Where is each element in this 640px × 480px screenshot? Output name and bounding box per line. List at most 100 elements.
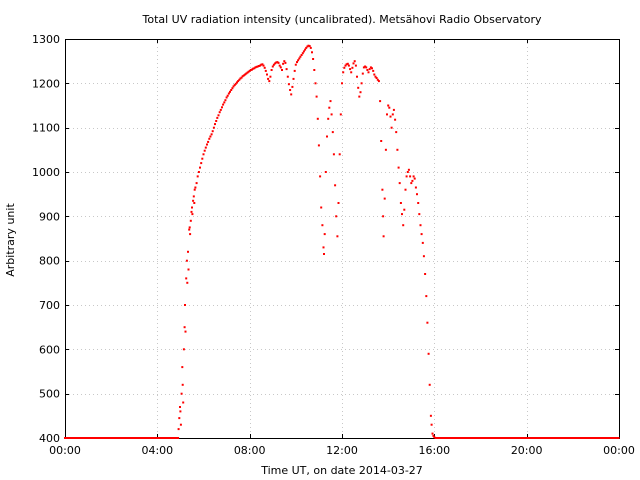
data-point (388, 106, 391, 109)
x-axis-label: Time UT, on date 2014-03-27 (260, 464, 423, 477)
data-point (297, 59, 300, 62)
data-point (212, 126, 215, 129)
data-point (202, 153, 205, 156)
data-point (354, 64, 357, 67)
data-point (617, 437, 620, 439)
x-tick-label: 00:00 (49, 444, 81, 457)
data-point (199, 166, 201, 169)
data-point (208, 137, 211, 140)
data-point (187, 268, 190, 271)
data-point (263, 66, 266, 69)
data-point (349, 68, 352, 71)
data-point (382, 235, 385, 238)
data-point (360, 82, 363, 85)
data-point (249, 69, 252, 71)
data-point (293, 69, 296, 72)
data-point (221, 106, 223, 109)
data-point (434, 437, 437, 439)
data-point (321, 224, 324, 227)
data-point (189, 233, 192, 236)
data-point (210, 133, 213, 136)
data-point (246, 71, 249, 74)
data-point (291, 85, 294, 88)
data-point (188, 226, 191, 229)
data-point (327, 117, 330, 120)
data-point (227, 92, 230, 95)
data-point (262, 64, 265, 67)
data-point (397, 166, 400, 169)
y-tick-label: 600 (39, 343, 60, 356)
data-point (285, 68, 288, 71)
data-point (260, 63, 263, 66)
data-point (234, 82, 237, 85)
data-point (382, 215, 385, 218)
data-point (412, 175, 415, 178)
data-point (413, 177, 416, 180)
data-point (304, 48, 307, 51)
data-point (253, 67, 256, 70)
data-point (206, 143, 208, 146)
data-point (369, 66, 372, 69)
data-point (289, 89, 292, 91)
data-point (323, 233, 326, 236)
data-point (381, 188, 384, 191)
data-point (244, 73, 247, 76)
data-point (245, 72, 248, 75)
data-point (251, 68, 253, 71)
data-point (375, 77, 378, 79)
x-tick-label: 20:00 (511, 444, 543, 457)
x-tick-label: 04:00 (141, 444, 173, 457)
data-point (195, 182, 198, 185)
data-point (407, 168, 410, 171)
data-point (399, 202, 402, 204)
data-point (401, 213, 403, 216)
data-point (368, 68, 371, 71)
data-point (178, 417, 181, 420)
data-point (299, 55, 302, 58)
data-point (224, 99, 227, 102)
y-tick-label: 1300 (32, 33, 60, 46)
data-point (272, 63, 275, 66)
data-point (189, 219, 192, 222)
data-point (313, 69, 316, 71)
data-point (433, 436, 436, 439)
data-point (266, 73, 268, 76)
data-point (181, 366, 184, 369)
data-point (277, 61, 280, 64)
data-point (219, 108, 222, 111)
data-point (351, 66, 354, 69)
data-point (431, 432, 434, 435)
data-point (278, 64, 281, 67)
data-point (261, 63, 264, 66)
data-point (344, 64, 347, 67)
y-tick-label: 700 (39, 299, 60, 312)
data-point (209, 135, 212, 138)
data-point (187, 250, 189, 253)
data-point (428, 383, 431, 386)
data-point (356, 75, 358, 78)
data-point (425, 295, 428, 298)
data-point (192, 195, 195, 198)
data-point (211, 130, 214, 133)
data-point (366, 69, 369, 71)
data-point (361, 72, 364, 75)
data-point (248, 69, 251, 72)
data-point (183, 326, 186, 329)
data-point (222, 103, 225, 106)
data-point (276, 61, 279, 64)
data-point (180, 392, 183, 395)
data-point (392, 108, 395, 111)
data-point (403, 208, 406, 211)
data-point (334, 184, 337, 187)
data-point (386, 113, 388, 116)
data-point (383, 197, 386, 200)
data-point (384, 148, 387, 151)
data-point (331, 131, 334, 134)
data-point (326, 135, 328, 138)
data-point (317, 144, 320, 147)
data-point (269, 75, 272, 78)
data-point (364, 65, 367, 68)
data-point (207, 140, 210, 143)
data-point (184, 330, 187, 333)
data-point (230, 89, 233, 91)
